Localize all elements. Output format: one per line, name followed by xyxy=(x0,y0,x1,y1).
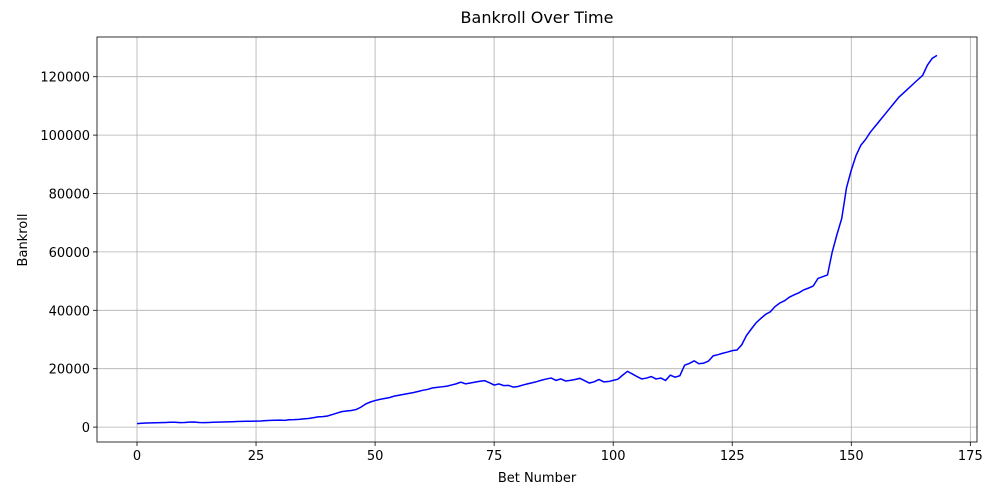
x-tick-label: 150 xyxy=(839,449,864,464)
y-tick-label: 80000 xyxy=(49,188,90,203)
x-tick-label: 0 xyxy=(133,449,141,464)
x-tick-label: 125 xyxy=(720,449,745,464)
chart-title: Bankroll Over Time xyxy=(461,8,614,27)
y-tick-label: 20000 xyxy=(49,363,90,378)
y-tick-label: 120000 xyxy=(40,71,90,86)
x-tick-label: 25 xyxy=(248,449,265,464)
x-tick-label: 100 xyxy=(601,449,626,464)
y-tick-label: 60000 xyxy=(49,246,90,261)
x-tick-label: 50 xyxy=(367,449,384,464)
x-tick-label: 75 xyxy=(486,449,503,464)
y-tick-label: 0 xyxy=(82,421,90,436)
y-tick-label: 100000 xyxy=(40,129,90,144)
plot-frame xyxy=(96,36,978,443)
x-tick-label: 175 xyxy=(958,449,983,464)
data-line xyxy=(136,54,938,425)
y-axis-label: Bankroll xyxy=(16,214,31,267)
x-axis-label: Bet Number xyxy=(498,471,577,486)
y-tick-label: 40000 xyxy=(49,304,90,319)
